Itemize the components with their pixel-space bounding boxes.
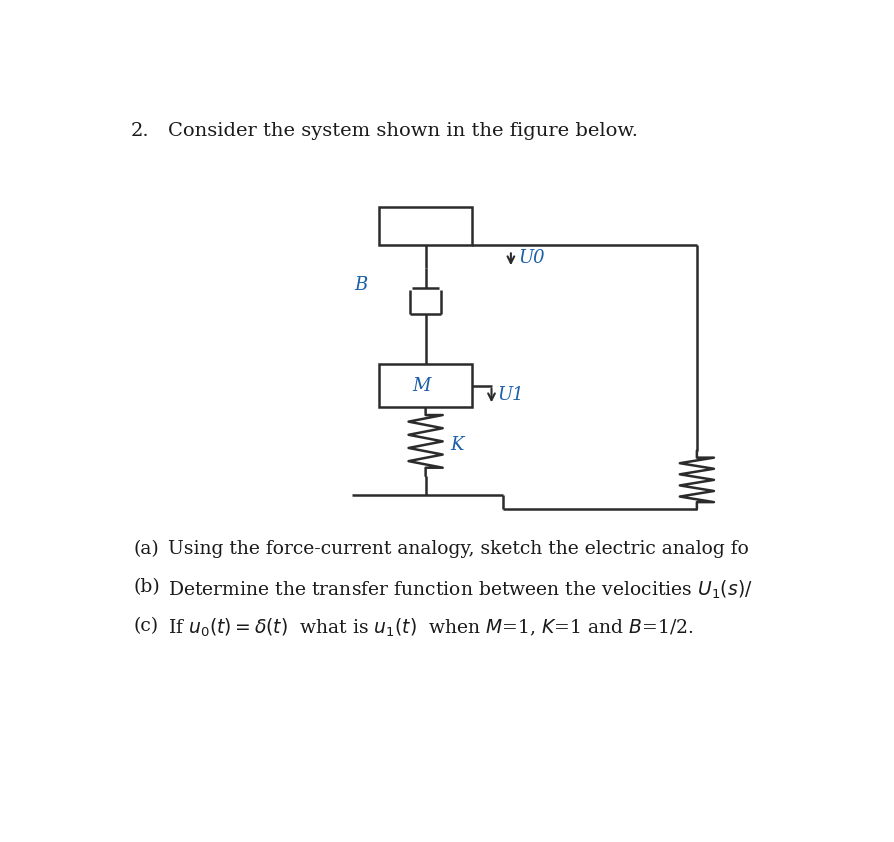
Text: Using the force-current analogy, sketch the electric analog fo: Using the force-current analogy, sketch … — [167, 540, 748, 558]
Text: If $u_0(t) = \delta(t)$  what is $u_1(t)$  when $M$=1, $K$=1 and $B$=1/2.: If $u_0(t) = \delta(t)$ what is $u_1(t)$… — [167, 617, 693, 639]
Text: (a): (a) — [133, 540, 159, 558]
Bar — [379, 365, 472, 407]
Text: M: M — [412, 376, 431, 395]
Text: U1: U1 — [498, 386, 524, 404]
Bar — [379, 206, 472, 245]
Text: B: B — [354, 276, 367, 294]
Text: U0: U0 — [519, 248, 545, 267]
Text: (c): (c) — [133, 617, 158, 635]
Text: Consider the system shown in the figure below.: Consider the system shown in the figure … — [167, 122, 637, 140]
Text: 2.: 2. — [131, 122, 150, 140]
Text: K: K — [451, 436, 464, 454]
Text: Determine the transfer function between the velocities $U_1(s)/$: Determine the transfer function between … — [167, 578, 752, 600]
Text: (b): (b) — [133, 578, 160, 596]
